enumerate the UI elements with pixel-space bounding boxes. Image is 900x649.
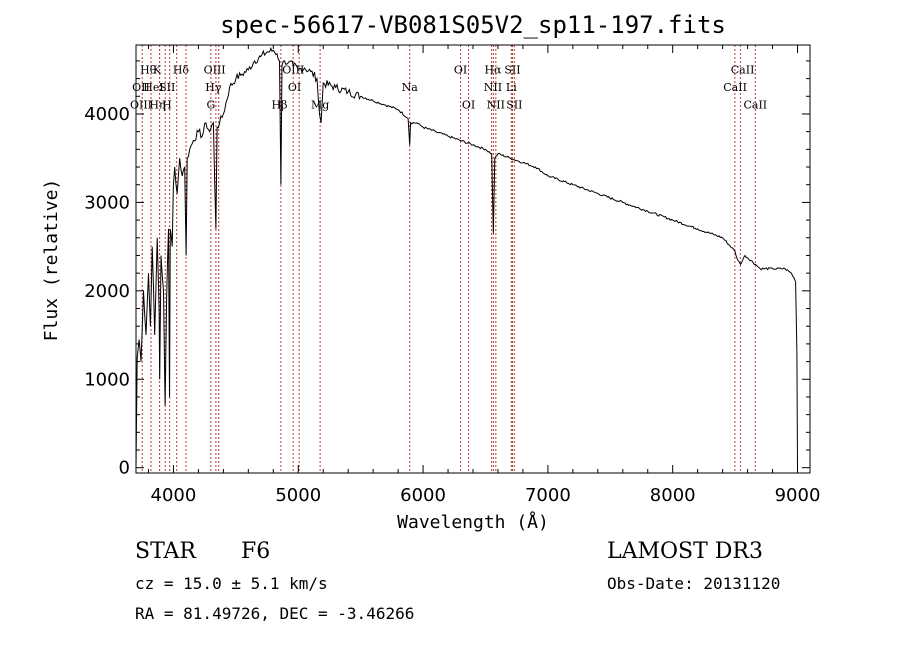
spectral-line-label: SII (159, 81, 175, 94)
obs-date: Obs-Date: 20131120 (607, 574, 781, 593)
redshift-text: cz = 15.0 ± 5.1 km/s (135, 574, 328, 593)
spectral-line-label: Mg (311, 99, 329, 112)
x-axis-ticks: 4000 5000 6000 7000 8000 9000 (147, 45, 821, 506)
chart-title: spec-56617-VB081S05V2_sp11-197.fits (220, 11, 726, 39)
survey-name: LAMOST DR3 (607, 539, 763, 564)
spectral-line-label: Hα (484, 63, 502, 76)
y-tick-label: 2000 (84, 281, 130, 302)
spectral-line-label: SII (504, 63, 520, 76)
spectral-line-label: G (206, 99, 215, 112)
spectral-line-label: SII (506, 99, 522, 112)
x-tick-label: 6000 (400, 485, 446, 506)
object-class: STAR (135, 539, 196, 564)
x-tick-label: 9000 (775, 485, 821, 506)
spectral-line-label: NII (487, 99, 505, 112)
x-tick-label: 8000 (650, 485, 696, 506)
spectral-line-label: CaII (723, 81, 747, 94)
x-tick-label: 4000 (151, 485, 197, 506)
spectral-line-label: OII (132, 81, 150, 94)
spectral-line-label: H (162, 99, 172, 112)
spectral-line-label: OIII (130, 99, 152, 112)
y-tick-label: 1000 (84, 369, 130, 390)
spectral-line-label: CaII (731, 63, 755, 76)
spectral-line-label: CaII (743, 99, 767, 112)
spectral-line-label: Hδ (173, 63, 190, 76)
spectral-line-label: OI (454, 63, 467, 76)
spectral-line-label: Hη (149, 99, 165, 112)
spectral-line-label: Na (402, 81, 419, 94)
x-tick-label: 7000 (525, 485, 571, 506)
y-tick-label: 4000 (84, 104, 130, 125)
spectral-line-label: Hβ (272, 99, 288, 112)
coordinates-text: RA = 81.49726, DEC = -3.46266 (135, 604, 415, 623)
spectral-line-label: OIII (282, 63, 304, 76)
spectrum-line (135, 46, 798, 468)
line-markers (141, 45, 756, 473)
spectral-line-label: OI (288, 81, 301, 94)
y-axis-ticks: 0 1000 2000 3000 4000 (84, 60, 810, 479)
spectral-line-label: K (153, 63, 162, 76)
spectral-line-label: OI (462, 99, 475, 112)
spectral-line-label: HeI (143, 81, 163, 94)
y-axis-label: Flux (relative) (41, 179, 62, 342)
x-tick-label: 5000 (275, 485, 321, 506)
y-tick-label: 3000 (84, 192, 130, 213)
spectral-line-label: Li (506, 81, 517, 94)
x-axis-label: Wavelength (Å) (397, 511, 549, 533)
spectral-line-label: Hγ (205, 81, 222, 94)
spectral-line-label: Hθ (140, 63, 157, 76)
y-tick-label: 0 (119, 458, 130, 479)
object-subclass: F6 (241, 539, 271, 564)
spectral-line-label: OIII (204, 63, 226, 76)
spectral-line-label: NII (484, 81, 502, 94)
